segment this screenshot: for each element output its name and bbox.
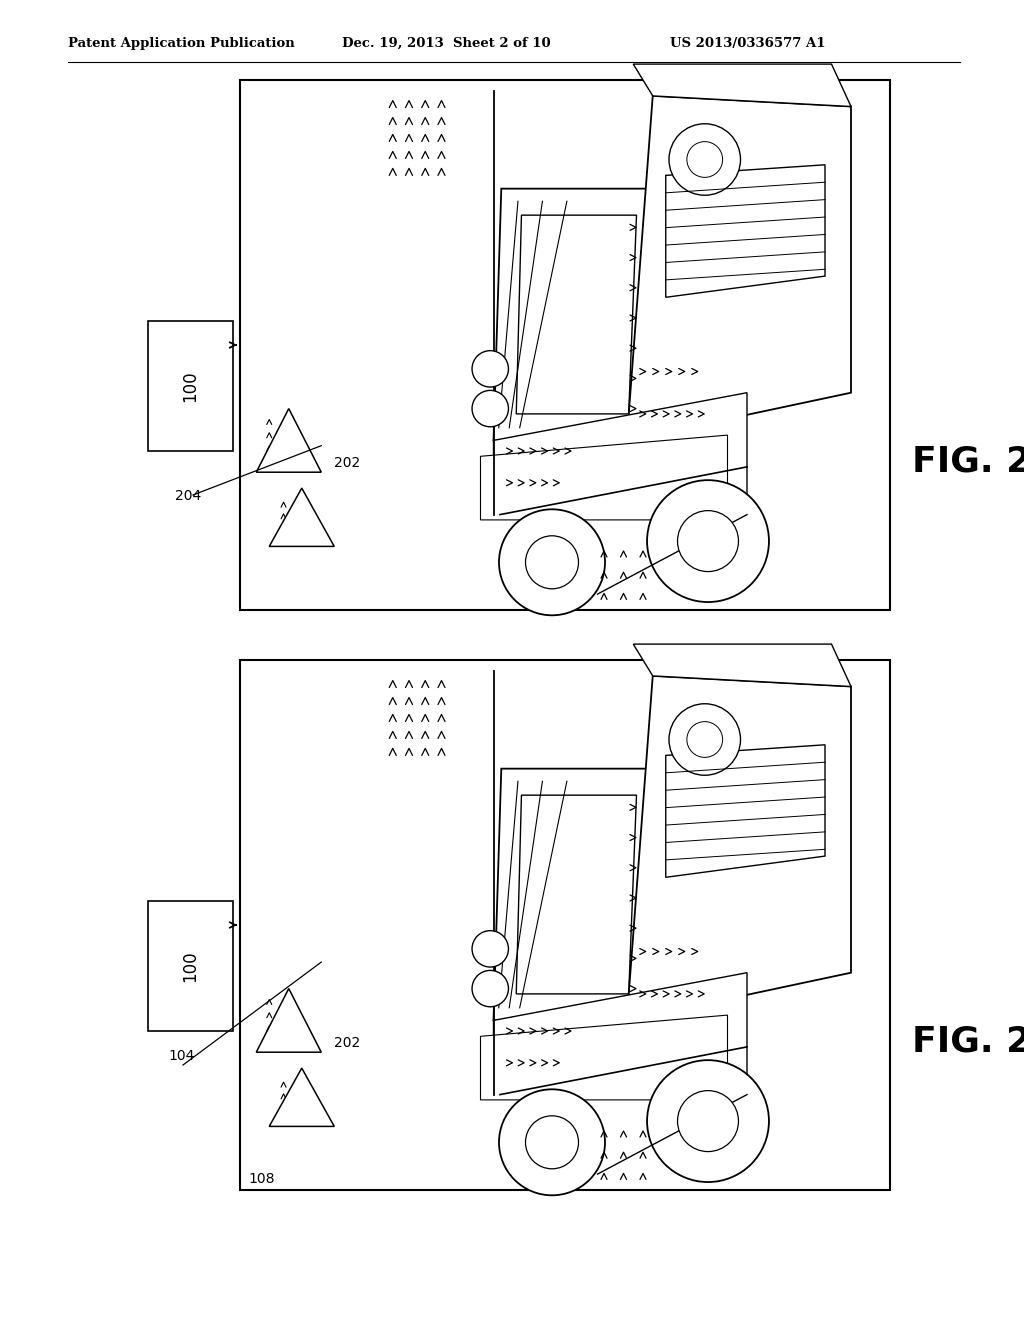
Circle shape [647, 1060, 769, 1181]
Circle shape [687, 722, 723, 758]
Text: 104: 104 [168, 1049, 195, 1063]
Polygon shape [269, 488, 334, 546]
Text: 202: 202 [334, 1036, 360, 1049]
Polygon shape [269, 1068, 334, 1126]
Polygon shape [256, 989, 322, 1052]
Text: 204: 204 [175, 488, 202, 503]
Circle shape [499, 510, 605, 615]
Polygon shape [666, 744, 825, 878]
Circle shape [472, 351, 509, 387]
Bar [148, 321, 233, 451]
Circle shape [678, 511, 738, 572]
Circle shape [647, 480, 769, 602]
Polygon shape [480, 1015, 727, 1100]
Polygon shape [627, 96, 851, 441]
Polygon shape [480, 436, 727, 520]
Text: 202: 202 [334, 455, 360, 470]
Polygon shape [627, 676, 851, 1020]
Circle shape [687, 141, 723, 177]
Circle shape [525, 1115, 579, 1168]
Polygon shape [666, 165, 825, 297]
Text: 100: 100 [181, 370, 200, 401]
Circle shape [525, 536, 579, 589]
Circle shape [678, 1090, 738, 1151]
Text: FIG. 2A: FIG. 2A [912, 1024, 1024, 1059]
Text: Patent Application Publication: Patent Application Publication [68, 37, 295, 50]
Bar [240, 660, 890, 1191]
Text: 100: 100 [181, 950, 200, 982]
Polygon shape [494, 973, 746, 1094]
Circle shape [669, 704, 740, 775]
Polygon shape [256, 409, 322, 473]
Polygon shape [494, 189, 646, 441]
Text: FIG. 2B: FIG. 2B [912, 445, 1024, 479]
Polygon shape [494, 768, 646, 1020]
Text: US 2013/0336577 A1: US 2013/0336577 A1 [670, 37, 825, 50]
Circle shape [472, 970, 509, 1007]
Bar [240, 81, 890, 610]
Text: Dec. 19, 2013  Sheet 2 of 10: Dec. 19, 2013 Sheet 2 of 10 [342, 37, 551, 50]
Circle shape [669, 124, 740, 195]
Circle shape [499, 1089, 605, 1196]
Polygon shape [633, 644, 851, 686]
Text: 108: 108 [248, 1172, 274, 1185]
Circle shape [472, 931, 509, 968]
Circle shape [472, 391, 509, 426]
Polygon shape [633, 65, 851, 107]
Polygon shape [494, 393, 746, 515]
Bar [148, 902, 233, 1031]
